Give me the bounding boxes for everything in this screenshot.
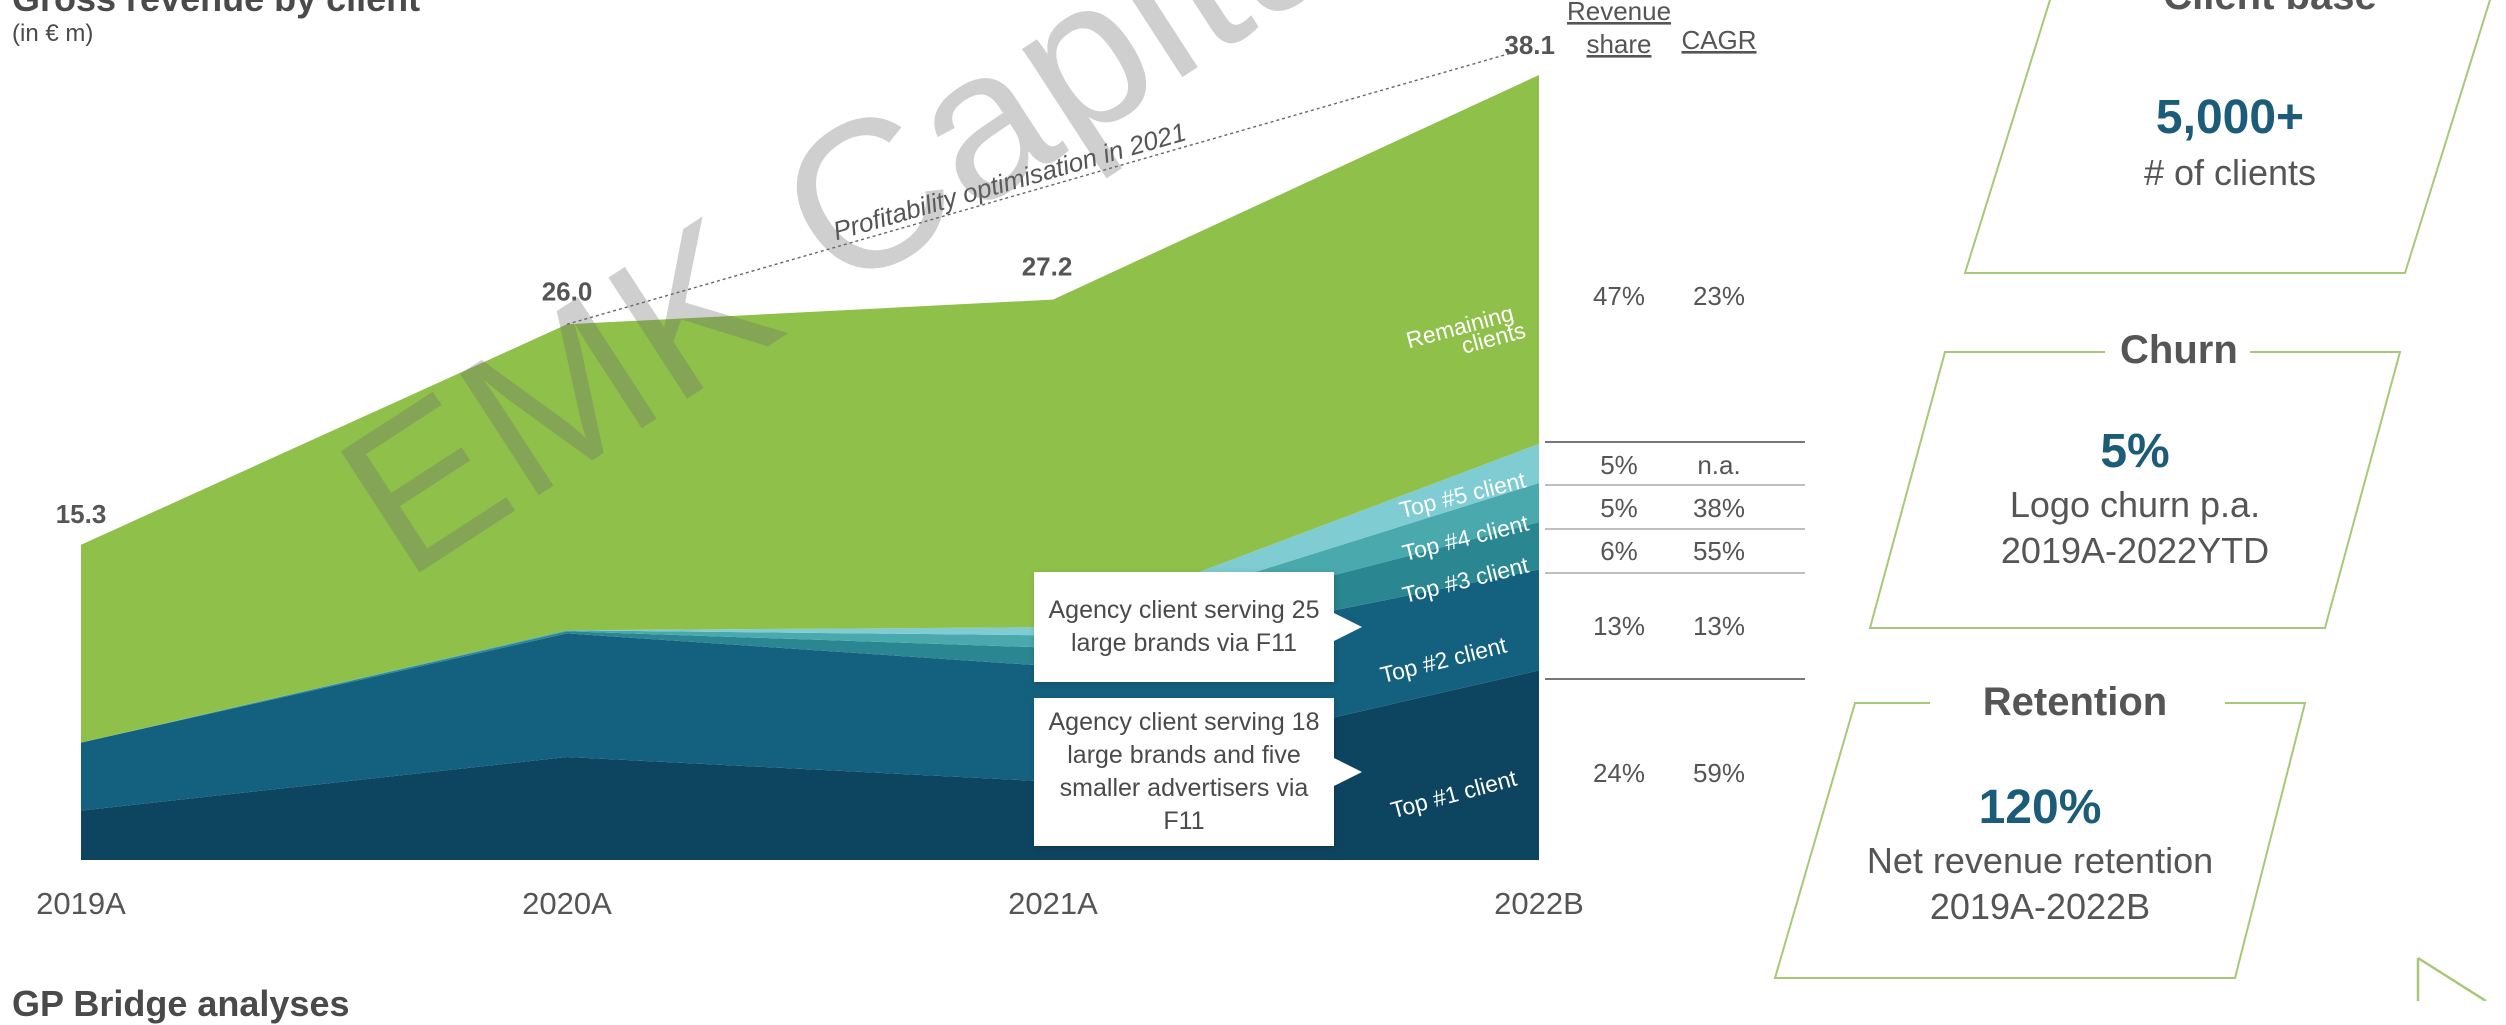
kpi-value-client-base: 5,000+ [2155, 91, 2305, 144]
kpi-frame [1868, 351, 2402, 629]
table-header-share-1: Revenue [1567, 0, 1671, 26]
table-cell-cagr: 55% [1693, 536, 1745, 566]
total-label: 15.3 [56, 499, 107, 529]
table-header-share-2: share [1586, 29, 1651, 59]
x-tick-label: 2022B [1494, 886, 1584, 921]
x-tick-label: 2021A [1008, 886, 1098, 921]
table-cell-cagr: 38% [1693, 493, 1745, 523]
trend-line [566, 51, 1516, 325]
section-title: GP Bridge analyses [12, 983, 350, 1024]
kpi-frame [1963, 0, 2491, 274]
chart-title: Gross revenue by client [12, 0, 420, 20]
kpi-heading-retention: Retention [1965, 680, 2185, 725]
total-label: 26.0 [542, 276, 593, 306]
table-header-cagr: CAGR [1681, 25, 1756, 55]
table-cell-share: 6% [1600, 536, 1638, 566]
kpi-value-churn: 5% [2100, 425, 2170, 478]
table-lines: Revenue share CAGR 47% 23% 5% n.a. 5% 38% 6% 55% 13… [1545, 0, 1805, 788]
chart-unit: (in € m) [12, 20, 94, 47]
kpi-heading-client-base: Client base [2115, 0, 2425, 19]
table-cell-share: 24% [1593, 758, 1645, 788]
table-cell-cagr: 23% [1693, 281, 1745, 311]
callout-top1: Agency client serving 18 large brands an… [1034, 698, 1362, 846]
table-cell-share: 5% [1600, 493, 1638, 523]
kpi-desc-client-base: # of clients [2143, 152, 2317, 193]
table-cell-cagr: 59% [1693, 758, 1745, 788]
x-tick-label: 2020A [522, 886, 612, 921]
kpi-desc-churn-2: 2019A-2022YTD [2000, 530, 2270, 571]
kpi-desc-churn-1: Logo churn p.a. [2009, 484, 2261, 525]
total-label: 38.1 [1504, 30, 1555, 60]
table-cell-share: 47% [1593, 281, 1645, 311]
x-tick-label: 2019A [36, 886, 126, 921]
kpi-heading-churn: Churn [2120, 328, 2238, 373]
kpi-desc-retention-1: Net revenue retention [1866, 840, 2214, 881]
kpi-desc-retention-2: 2019A-2022B [1929, 886, 2151, 927]
trend-annotation: Profitability optimisation in 2021 [830, 117, 1190, 247]
table-cell-cagr: 13% [1693, 611, 1745, 641]
kpi-frame [1773, 702, 2307, 979]
table-cell-share: 5% [1600, 450, 1638, 480]
kpi-frames [1773, 0, 2491, 1001]
kpi-value-retention: 120% [1978, 781, 2102, 834]
callout-top2: Agency client serving 25 large brands vi… [1034, 572, 1362, 682]
table-cell-cagr: n.a. [1697, 450, 1740, 480]
table-cell-share: 13% [1593, 611, 1645, 641]
next-arrow-icon [2416, 956, 2487, 1001]
total-label: 27.2 [1022, 252, 1073, 282]
